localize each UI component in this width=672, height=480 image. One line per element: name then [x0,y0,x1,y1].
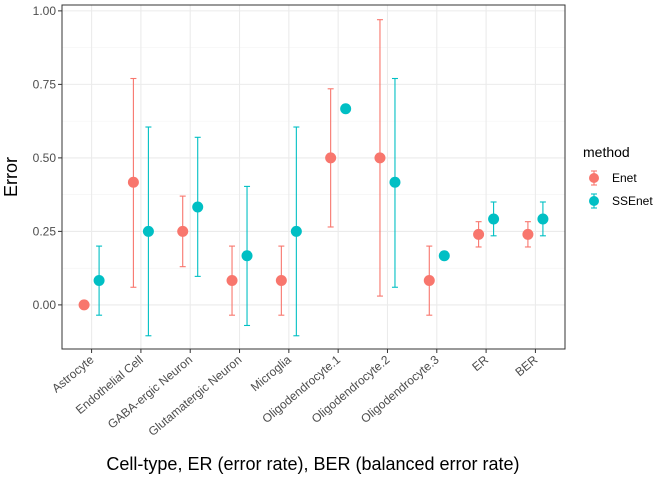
point-ssenet [340,103,352,115]
point-enet [177,225,189,237]
point-ssenet [192,201,204,213]
x-tick-label: ER [469,352,491,374]
x-axis-title: Cell-type, ER (error rate), BER (balance… [106,454,519,474]
point-ssenet [488,213,500,225]
y-tick-label: 1.00 [33,4,57,18]
legend-label-enet: Enet [612,171,637,185]
x-tick-label: GABA-ergic Neuron [105,353,195,432]
legend-title: method [583,144,630,160]
y-tick-label: 0.50 [33,151,57,165]
point-ssenet [438,250,450,262]
legend: method Enet SSEnet [583,144,653,211]
point-enet [127,176,139,188]
y-tick-label: 0.75 [33,77,57,91]
legend-key-point [589,196,599,206]
data-marks [78,19,549,337]
y-tick-label: 0.00 [33,298,57,312]
x-tick-label: Glutamatergic Neuron [146,353,245,439]
point-enet [325,152,337,164]
point-enet [78,299,90,311]
point-enet [374,152,386,164]
point-enet [275,274,287,286]
x-tick-label: Microglia [248,352,294,394]
y-tick-label: 0.25 [33,224,57,238]
point-ssenet [142,225,154,237]
point-enet [423,274,435,286]
point-enet [522,228,534,240]
panel-background [62,5,565,349]
point-ssenet [389,176,401,188]
x-tick-label: Astrocyte [49,352,97,395]
point-enet [473,228,485,240]
point-ssenet [93,274,105,286]
legend-label-ssenet: SSEnet [612,194,653,208]
point-ssenet [290,225,302,237]
legend-key-point [589,173,599,183]
point-enet [226,274,238,286]
x-tick-label: BER [512,352,540,379]
point-ssenet [241,250,253,262]
y-axis-title: Error [1,157,21,197]
point-ssenet [537,213,549,225]
panel-border [61,4,566,350]
